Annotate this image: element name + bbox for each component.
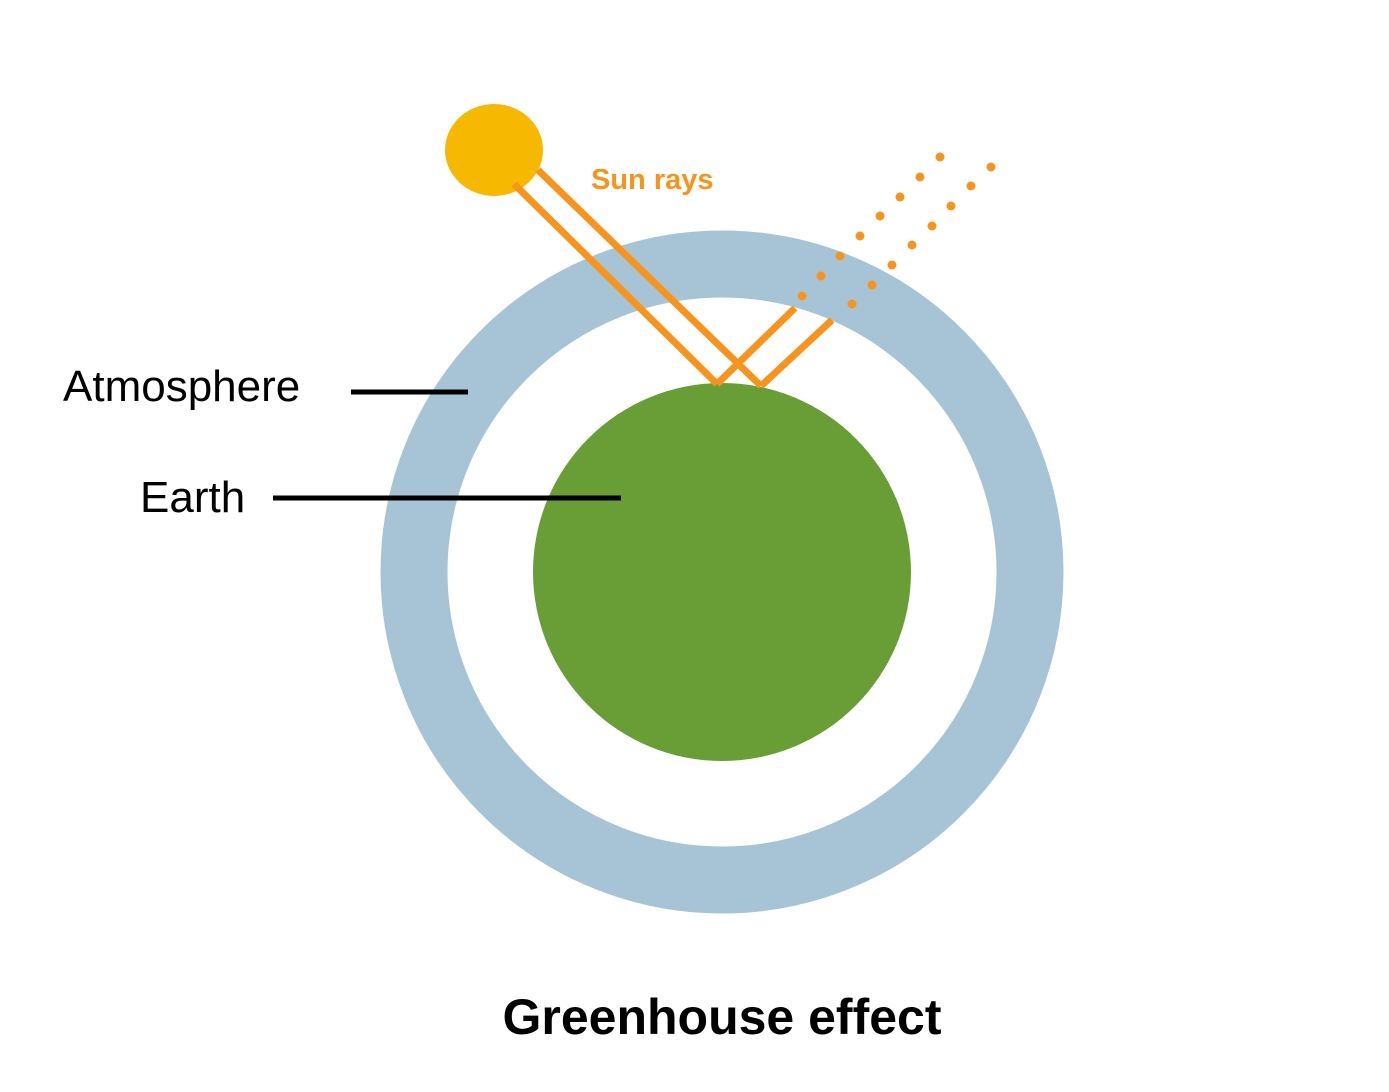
escaping-ray-dots-1 — [797, 152, 945, 301]
sun-icon — [445, 104, 543, 196]
atmosphere-ring — [380, 230, 1064, 914]
reflected-ray-1 — [714, 305, 798, 387]
sun-rays-label: Sun rays — [591, 164, 714, 196]
incoming-ray-1 — [511, 181, 720, 387]
atmosphere-label: Atmosphere — [63, 362, 300, 411]
earth-circle — [533, 383, 911, 761]
earth-label: Earth — [140, 473, 245, 522]
reflected-ray-2 — [758, 317, 835, 389]
diagram-title: Greenhouse effect — [502, 989, 941, 1045]
escaping-ray-dots-2 — [847, 162, 996, 309]
incoming-ray-2 — [535, 167, 764, 389]
